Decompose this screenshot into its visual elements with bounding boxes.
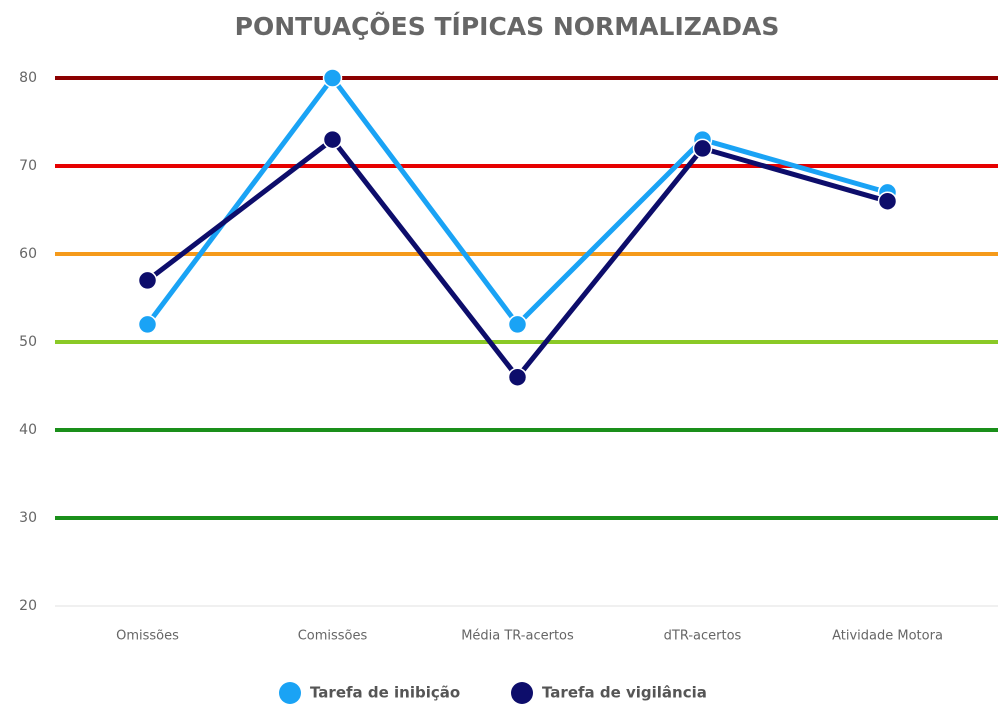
legend-marker xyxy=(511,682,533,704)
x-tick-label: dTR-acertos xyxy=(664,629,742,644)
y-tick-label: 70 xyxy=(19,158,37,174)
point xyxy=(692,138,713,159)
x-tick-label: Omissões xyxy=(116,629,179,644)
legend-marker xyxy=(279,682,301,704)
y-tick-label: 80 xyxy=(19,70,37,86)
x-tick-label: Comissões xyxy=(298,629,368,644)
y-tick-label: 30 xyxy=(19,510,37,526)
point xyxy=(322,68,343,88)
point xyxy=(137,314,158,335)
point xyxy=(137,270,158,291)
y-tick-label: 50 xyxy=(19,334,37,350)
point xyxy=(877,191,898,211)
series-line xyxy=(145,73,889,329)
x-tick-label: Atividade Motora xyxy=(832,629,943,644)
point xyxy=(507,367,528,387)
point xyxy=(507,314,528,335)
chart-title: PONTUAÇÕES TÍPICAS NORMALIZADAS xyxy=(235,11,780,41)
point xyxy=(322,129,343,150)
legend-label: Tarefa de inibição xyxy=(310,684,460,702)
legend-label: Tarefa de vigilância xyxy=(542,684,707,702)
y-tick-label: 60 xyxy=(19,246,37,262)
y-tick-label: 40 xyxy=(19,422,37,438)
x-tick-label: Média TR-acertos xyxy=(461,629,574,644)
y-tick-label: 20 xyxy=(19,598,37,614)
